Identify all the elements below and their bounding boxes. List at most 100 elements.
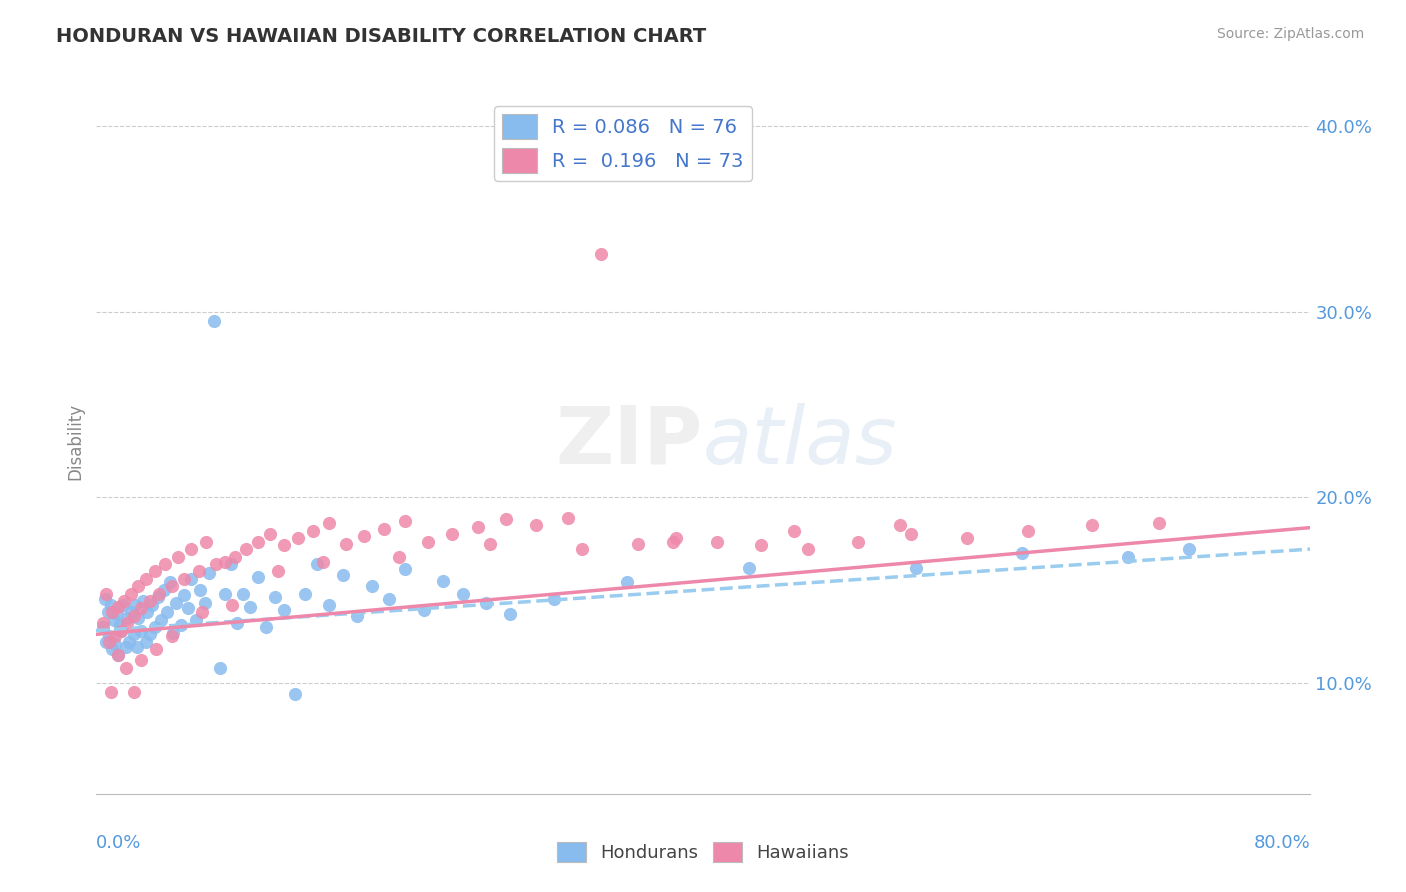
Point	[135, 635, 157, 649]
Point	[1017, 524, 1039, 538]
Point	[159, 575, 181, 590]
Point	[235, 542, 257, 557]
Point	[273, 603, 295, 617]
Point	[111, 598, 134, 612]
Point	[117, 616, 139, 631]
Point	[204, 557, 226, 571]
Legend: R = 0.086   N = 76, R =  0.196   N = 73: R = 0.086 N = 76, R = 0.196 N = 73	[494, 106, 752, 181]
Point	[346, 608, 368, 623]
Point	[146, 591, 169, 605]
Text: 0.0%: 0.0%	[96, 834, 141, 852]
Point	[287, 531, 309, 545]
Point	[148, 586, 170, 600]
Point	[165, 596, 187, 610]
Text: atlas: atlas	[703, 402, 898, 481]
Point	[209, 661, 232, 675]
Point	[97, 605, 120, 619]
Point	[706, 534, 728, 549]
Point	[187, 565, 209, 579]
Point	[98, 629, 121, 643]
Point	[115, 661, 138, 675]
Point	[1116, 549, 1139, 564]
Text: ZIP: ZIP	[555, 402, 703, 481]
Point	[107, 599, 129, 614]
Point	[202, 314, 225, 328]
Point	[377, 592, 399, 607]
Point	[104, 629, 127, 643]
Text: 80.0%: 80.0%	[1254, 834, 1310, 852]
Point	[616, 575, 638, 590]
Point	[135, 572, 157, 586]
Point	[195, 534, 218, 549]
Text: Source: ZipAtlas.com: Source: ZipAtlas.com	[1216, 27, 1364, 41]
Point	[749, 538, 772, 552]
Point	[98, 635, 121, 649]
Point	[107, 648, 129, 662]
Point	[129, 601, 152, 615]
Point	[91, 616, 114, 631]
Point	[254, 620, 277, 634]
Point	[104, 637, 127, 651]
Point	[900, 527, 922, 541]
Point	[105, 607, 128, 621]
Point	[129, 653, 152, 667]
Point	[412, 603, 434, 617]
Point	[100, 598, 122, 612]
Point	[131, 594, 153, 608]
Point	[190, 582, 212, 597]
Point	[127, 610, 149, 624]
Point	[153, 582, 176, 597]
Point	[100, 685, 122, 699]
Point	[307, 557, 329, 571]
Point	[335, 536, 357, 550]
Point	[103, 613, 125, 627]
Point	[394, 514, 416, 528]
Point	[889, 518, 911, 533]
Point	[160, 579, 183, 593]
Point	[301, 524, 323, 538]
Legend: Hondurans, Hawaiians: Hondurans, Hawaiians	[550, 834, 856, 870]
Point	[591, 247, 613, 261]
Point	[1080, 518, 1102, 533]
Point	[318, 516, 340, 530]
Point	[557, 510, 579, 524]
Point	[93, 592, 115, 607]
Point	[101, 642, 124, 657]
Point	[543, 592, 565, 607]
Point	[96, 635, 118, 649]
Point	[139, 594, 162, 608]
Point	[467, 520, 489, 534]
Point	[373, 522, 395, 536]
Point	[1147, 516, 1170, 530]
Point	[120, 605, 142, 619]
Point	[318, 598, 340, 612]
Point	[139, 627, 162, 641]
Point	[143, 565, 166, 579]
Point	[247, 570, 270, 584]
Point	[332, 568, 354, 582]
Point	[956, 531, 979, 545]
Point	[125, 640, 148, 655]
Point	[247, 534, 270, 549]
Point	[120, 586, 142, 600]
Point	[273, 538, 295, 552]
Point	[145, 642, 167, 657]
Point	[108, 618, 131, 632]
Point	[198, 566, 221, 581]
Point	[388, 549, 411, 564]
Point	[312, 555, 335, 569]
Point	[479, 536, 502, 550]
Text: HONDURAN VS HAWAIIAN DISABILITY CORRELATION CHART: HONDURAN VS HAWAIIAN DISABILITY CORRELAT…	[56, 27, 706, 45]
Point	[169, 618, 191, 632]
Point	[361, 579, 384, 593]
Point	[846, 534, 869, 549]
Point	[191, 605, 214, 619]
Point	[122, 608, 145, 623]
Point	[1011, 546, 1033, 560]
Point	[180, 542, 202, 557]
Point	[571, 542, 593, 557]
Point	[101, 605, 124, 619]
Point	[499, 607, 522, 621]
Point	[110, 624, 132, 638]
Point	[122, 627, 145, 641]
